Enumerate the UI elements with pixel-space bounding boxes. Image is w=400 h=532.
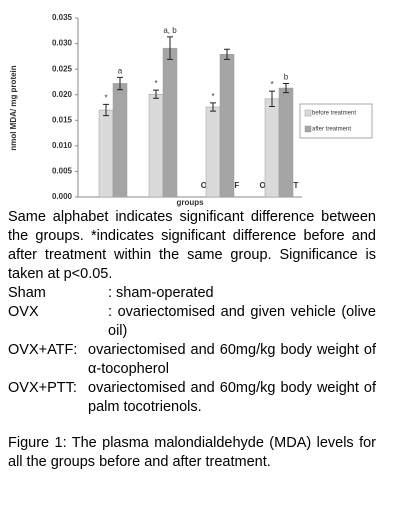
chart: nmol MDA/ mg protein groups 0.000 0.005 0.… bbox=[9, 13, 373, 207]
term: OVX+PTT: bbox=[8, 380, 77, 396]
bar bbox=[219, 54, 235, 198]
y-tick-label: 0.000 bbox=[52, 192, 73, 201]
definition: ovariectomised and 60mg/kg body weight o… bbox=[88, 342, 376, 377]
error-bar bbox=[153, 89, 159, 99]
bar bbox=[162, 47, 178, 198]
y-tick-label: 0.005 bbox=[52, 167, 73, 176]
bar bbox=[278, 87, 294, 198]
y-axis-label: nmol MDA/ mg protein bbox=[9, 65, 18, 150]
error-bar bbox=[269, 90, 275, 107]
error-bar bbox=[224, 48, 230, 60]
error-bar bbox=[283, 82, 289, 94]
error-bar bbox=[117, 76, 123, 91]
term: Sham bbox=[8, 285, 46, 301]
legend-swatch bbox=[304, 109, 312, 117]
error-bar bbox=[210, 102, 216, 112]
caption: Figure 1: The plasma malondialdehyde (MD… bbox=[8, 435, 376, 470]
annotation: * bbox=[211, 92, 214, 101]
y-tick-label: 0.010 bbox=[52, 141, 73, 150]
definitions: Sham : sham-operated OVX : ovariectomised a… bbox=[8, 284, 376, 417]
legend-swatch bbox=[304, 125, 312, 133]
bar bbox=[98, 109, 114, 198]
y-tick-label: 0.025 bbox=[52, 64, 73, 73]
legend-label: after treatment bbox=[312, 127, 351, 133]
definition-row: OVX : ovariectomised and given vehicle (o… bbox=[8, 303, 376, 341]
paragraph: Same alphabet indicates significant diff… bbox=[8, 209, 376, 282]
legend-box bbox=[299, 103, 373, 139]
definition-row: OVX+ATF: ovariectomised and 60mg/kg body … bbox=[8, 341, 376, 379]
y-tick-label: 0.030 bbox=[52, 39, 73, 48]
definition: ovariectomised and 60mg/kg body weight o… bbox=[88, 380, 376, 415]
y-tick-label: 0.020 bbox=[52, 90, 73, 99]
definition-row: OVX+PTT: ovariectomised and 60mg/kg body … bbox=[8, 379, 376, 417]
bar bbox=[148, 93, 164, 198]
bar bbox=[112, 83, 128, 198]
annotation: * bbox=[154, 79, 157, 88]
annotation: * bbox=[270, 80, 273, 89]
annotation: * bbox=[104, 94, 107, 103]
bar bbox=[205, 106, 221, 198]
y-tick-label: 0.035 bbox=[52, 13, 73, 22]
error-bar bbox=[103, 103, 109, 117]
definition: : sham-operated bbox=[108, 285, 214, 301]
legend-label: before treatment bbox=[312, 111, 356, 117]
annotation: a bbox=[118, 66, 123, 75]
definition: : ovariectomised and given vehicle (oliv… bbox=[108, 304, 376, 339]
bar bbox=[264, 98, 280, 198]
definition-row: Sham : sham-operated bbox=[8, 284, 376, 303]
x-axis-label: groups bbox=[176, 198, 204, 207]
error-bar bbox=[167, 36, 173, 60]
y-tick-label: 0.015 bbox=[52, 115, 73, 124]
term: OVX bbox=[8, 304, 39, 320]
annotation: b bbox=[284, 73, 289, 82]
annotation: a, b bbox=[163, 26, 177, 35]
term: OVX+ATF: bbox=[8, 342, 78, 358]
notes: Same alphabet indicates significant diff… bbox=[8, 208, 376, 472]
